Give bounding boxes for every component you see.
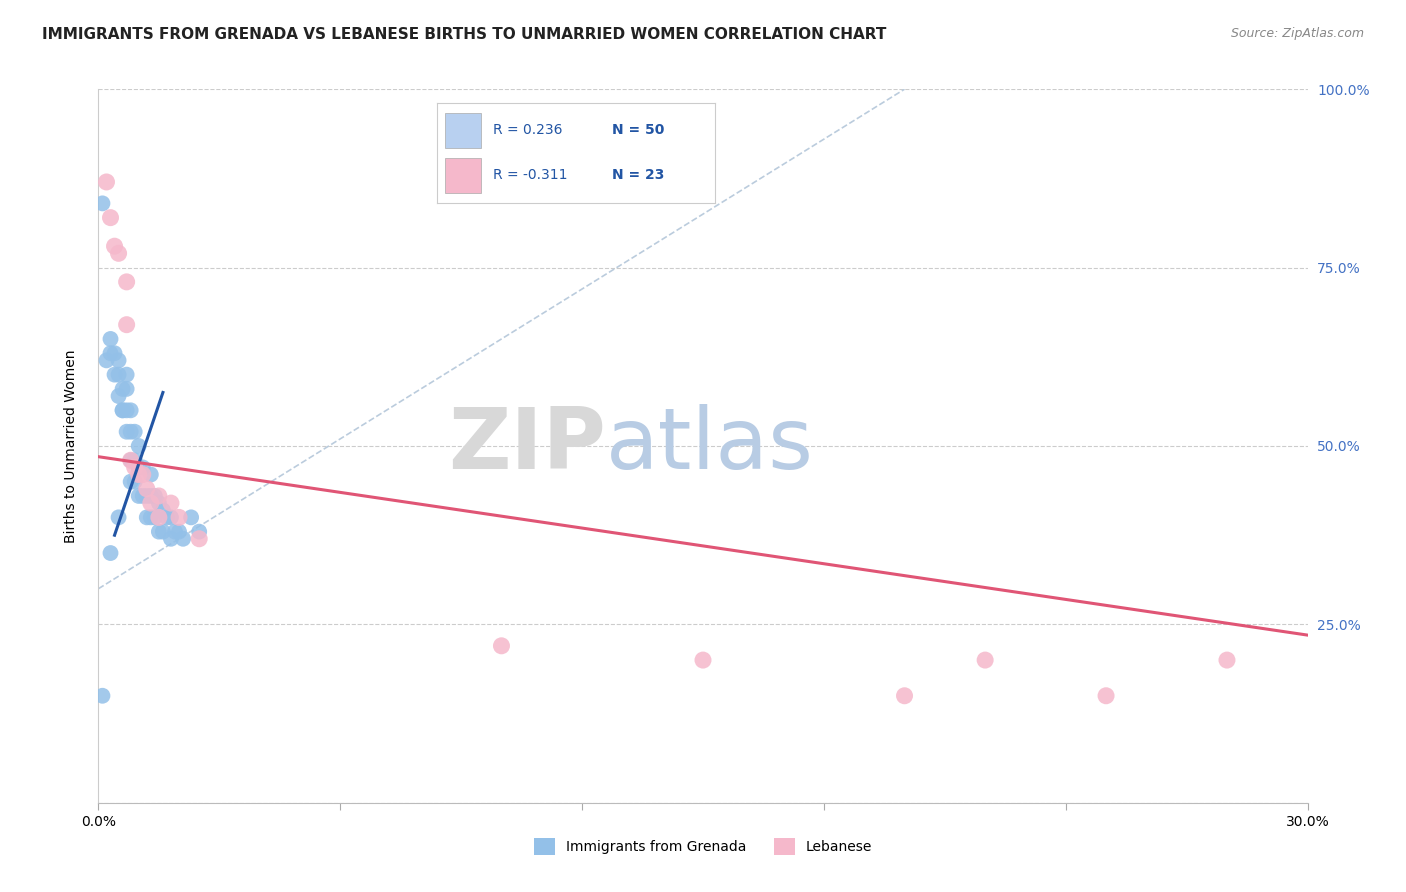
Point	[111, 382, 134, 396]
Point	[115, 318, 138, 332]
Point	[100, 211, 122, 225]
Point	[107, 389, 129, 403]
Point	[148, 510, 170, 524]
Point	[692, 653, 714, 667]
Point	[111, 403, 134, 417]
Point	[160, 496, 183, 510]
Point	[111, 403, 134, 417]
Point	[91, 196, 114, 211]
Point	[120, 425, 142, 439]
Point	[124, 475, 146, 489]
Point	[128, 467, 150, 482]
Point	[163, 524, 186, 539]
Point	[103, 368, 125, 382]
Point	[107, 353, 129, 368]
Point	[148, 524, 170, 539]
Text: Source: ZipAtlas.com: Source: ZipAtlas.com	[1230, 27, 1364, 40]
Point	[120, 403, 142, 417]
Point	[107, 510, 129, 524]
Point	[152, 503, 174, 517]
Point	[974, 653, 997, 667]
Point	[135, 482, 157, 496]
Point	[139, 467, 162, 482]
Point	[103, 239, 125, 253]
Point	[152, 524, 174, 539]
Point	[167, 510, 190, 524]
Y-axis label: Births to Unmarried Women: Births to Unmarried Women	[63, 350, 77, 542]
Point	[115, 382, 138, 396]
Text: IMMIGRANTS FROM GRENADA VS LEBANESE BIRTHS TO UNMARRIED WOMEN CORRELATION CHART: IMMIGRANTS FROM GRENADA VS LEBANESE BIRT…	[42, 27, 887, 42]
Point	[135, 489, 157, 503]
Point	[100, 332, 122, 346]
Point	[188, 524, 211, 539]
Point	[100, 346, 122, 360]
Point	[103, 346, 125, 360]
Point	[124, 425, 146, 439]
Point	[160, 532, 183, 546]
Point	[115, 425, 138, 439]
Point	[172, 532, 194, 546]
Point	[148, 489, 170, 503]
Point	[132, 489, 155, 503]
Point	[1216, 653, 1239, 667]
Point	[1095, 689, 1118, 703]
Point	[91, 689, 114, 703]
Point	[120, 453, 142, 467]
Point	[180, 510, 202, 524]
Point	[143, 489, 166, 503]
Point	[128, 489, 150, 503]
Point	[124, 453, 146, 467]
Point	[156, 510, 179, 524]
Point	[107, 368, 129, 382]
Point	[96, 353, 118, 368]
Legend: Immigrants from Grenada, Lebanese: Immigrants from Grenada, Lebanese	[529, 832, 877, 860]
Point	[143, 510, 166, 524]
Point	[188, 532, 211, 546]
Text: atlas: atlas	[606, 404, 814, 488]
Point	[139, 489, 162, 503]
Point	[96, 175, 118, 189]
Point	[160, 510, 183, 524]
Text: ZIP: ZIP	[449, 404, 606, 488]
Point	[893, 689, 915, 703]
Point	[128, 460, 150, 475]
Point	[148, 496, 170, 510]
Point	[139, 496, 162, 510]
Point	[132, 460, 155, 475]
Point	[100, 546, 122, 560]
Point	[135, 510, 157, 524]
Point	[107, 246, 129, 260]
Point	[115, 275, 138, 289]
Point	[132, 467, 155, 482]
Point	[139, 510, 162, 524]
Point	[120, 453, 142, 467]
Point	[115, 403, 138, 417]
Point	[167, 524, 190, 539]
Point	[128, 439, 150, 453]
Point	[120, 475, 142, 489]
Point	[124, 460, 146, 475]
Point	[115, 368, 138, 382]
Point	[491, 639, 513, 653]
